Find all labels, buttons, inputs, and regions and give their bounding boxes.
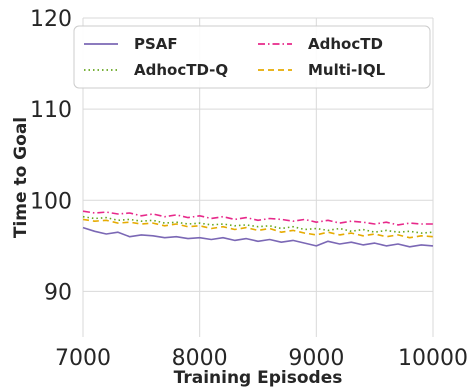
y-axis-title: Time to Goal (11, 117, 31, 238)
series-lines (82, 210, 434, 248)
series-line-psaf (82, 226, 434, 248)
x-tick-label: 7000 (55, 346, 111, 371)
legend-frame (73, 25, 431, 89)
x-tick-label: 8000 (172, 346, 228, 371)
legend: PSAF AdhocTD AdhocTD-Q Multi-IQL (73, 25, 431, 89)
legend-label: AdhocTD (308, 35, 383, 53)
legend-label: PSAF (134, 35, 178, 53)
y-tick-label: 100 (30, 189, 72, 214)
y-tick-label: 120 (30, 7, 72, 32)
legend-label: Multi-IQL (308, 61, 386, 79)
x-tick-label: 10000 (398, 346, 468, 371)
x-tick-label: 9000 (288, 346, 344, 371)
x-axis-title: Training Episodes (174, 368, 343, 388)
y-tick-label: 90 (44, 280, 72, 305)
series-line-multi-iql (82, 218, 434, 239)
series-line-adhoctd-q (82, 215, 434, 234)
legend-label: AdhocTD-Q (134, 61, 228, 79)
series-line-adhoctd (82, 210, 433, 226)
tick-labels: 7000 8000 9000 10000 90 100 110 120 (30, 7, 468, 371)
y-tick-label: 110 (30, 98, 72, 123)
